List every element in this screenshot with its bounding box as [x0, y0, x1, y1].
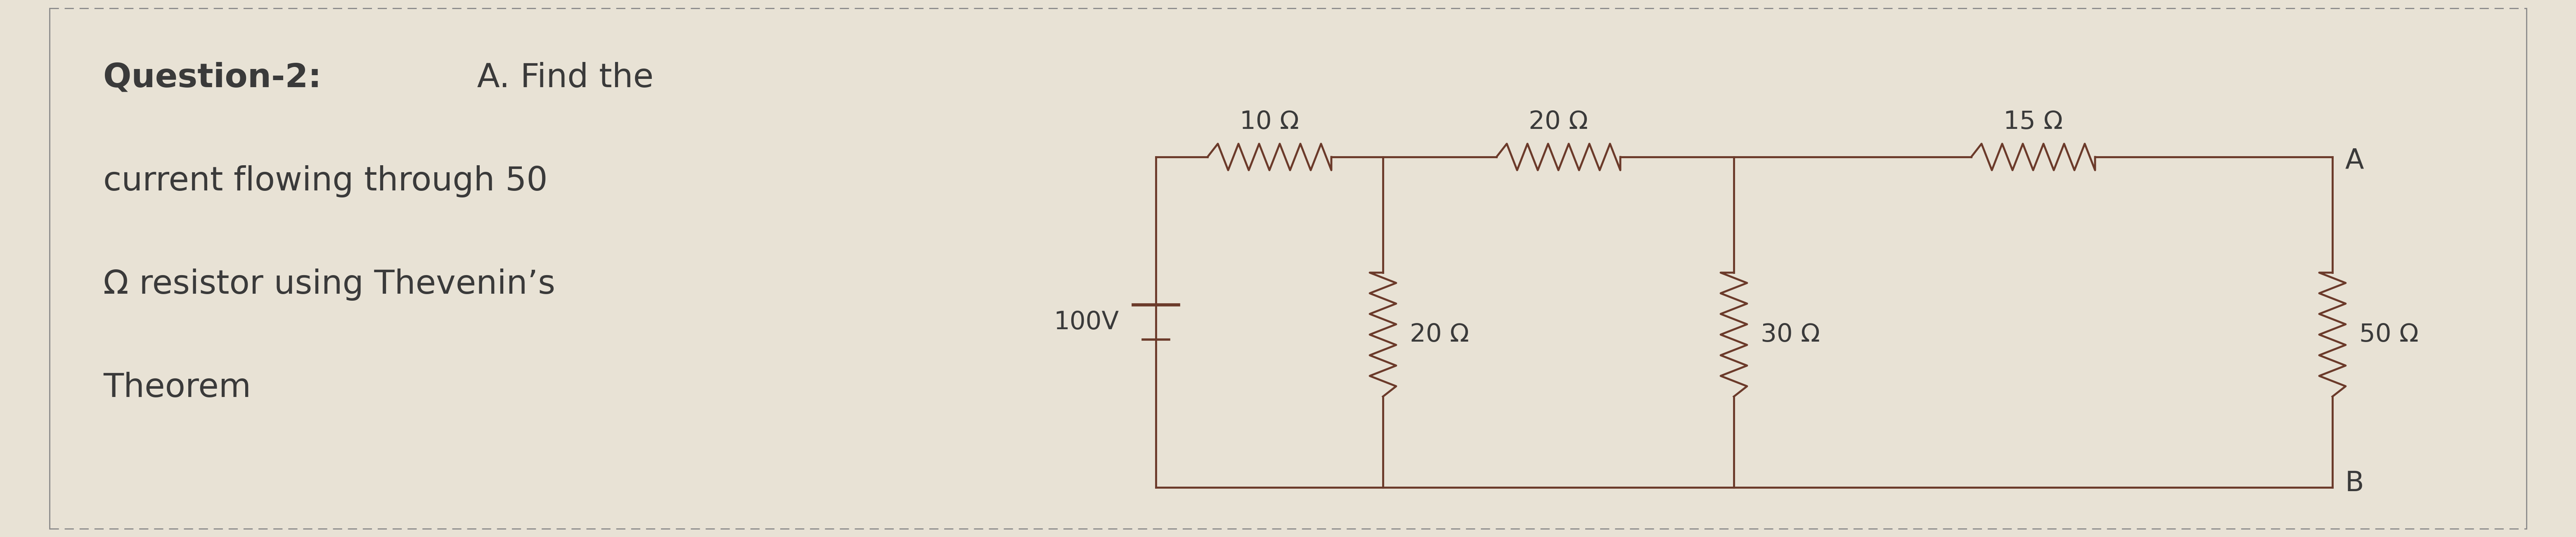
Text: A: A — [2344, 148, 2365, 175]
Text: 20 Ω: 20 Ω — [1409, 322, 1468, 347]
Text: 20 Ω: 20 Ω — [1528, 110, 1587, 134]
Text: current flowing through 50: current flowing through 50 — [103, 165, 549, 198]
Text: 10 Ω: 10 Ω — [1239, 110, 1298, 134]
Text: 30 Ω: 30 Ω — [1759, 322, 1821, 347]
Text: 50 Ω: 50 Ω — [2360, 322, 2419, 347]
Text: Question-2:: Question-2: — [103, 62, 322, 94]
Text: Theorem: Theorem — [103, 372, 250, 404]
Text: B: B — [2344, 470, 2365, 497]
Text: Ω resistor using Thevenin’s: Ω resistor using Thevenin’s — [103, 268, 556, 301]
Text: 15 Ω: 15 Ω — [2004, 110, 2063, 134]
Text: A. Find the: A. Find the — [466, 62, 654, 94]
Text: 100V: 100V — [1054, 310, 1118, 335]
